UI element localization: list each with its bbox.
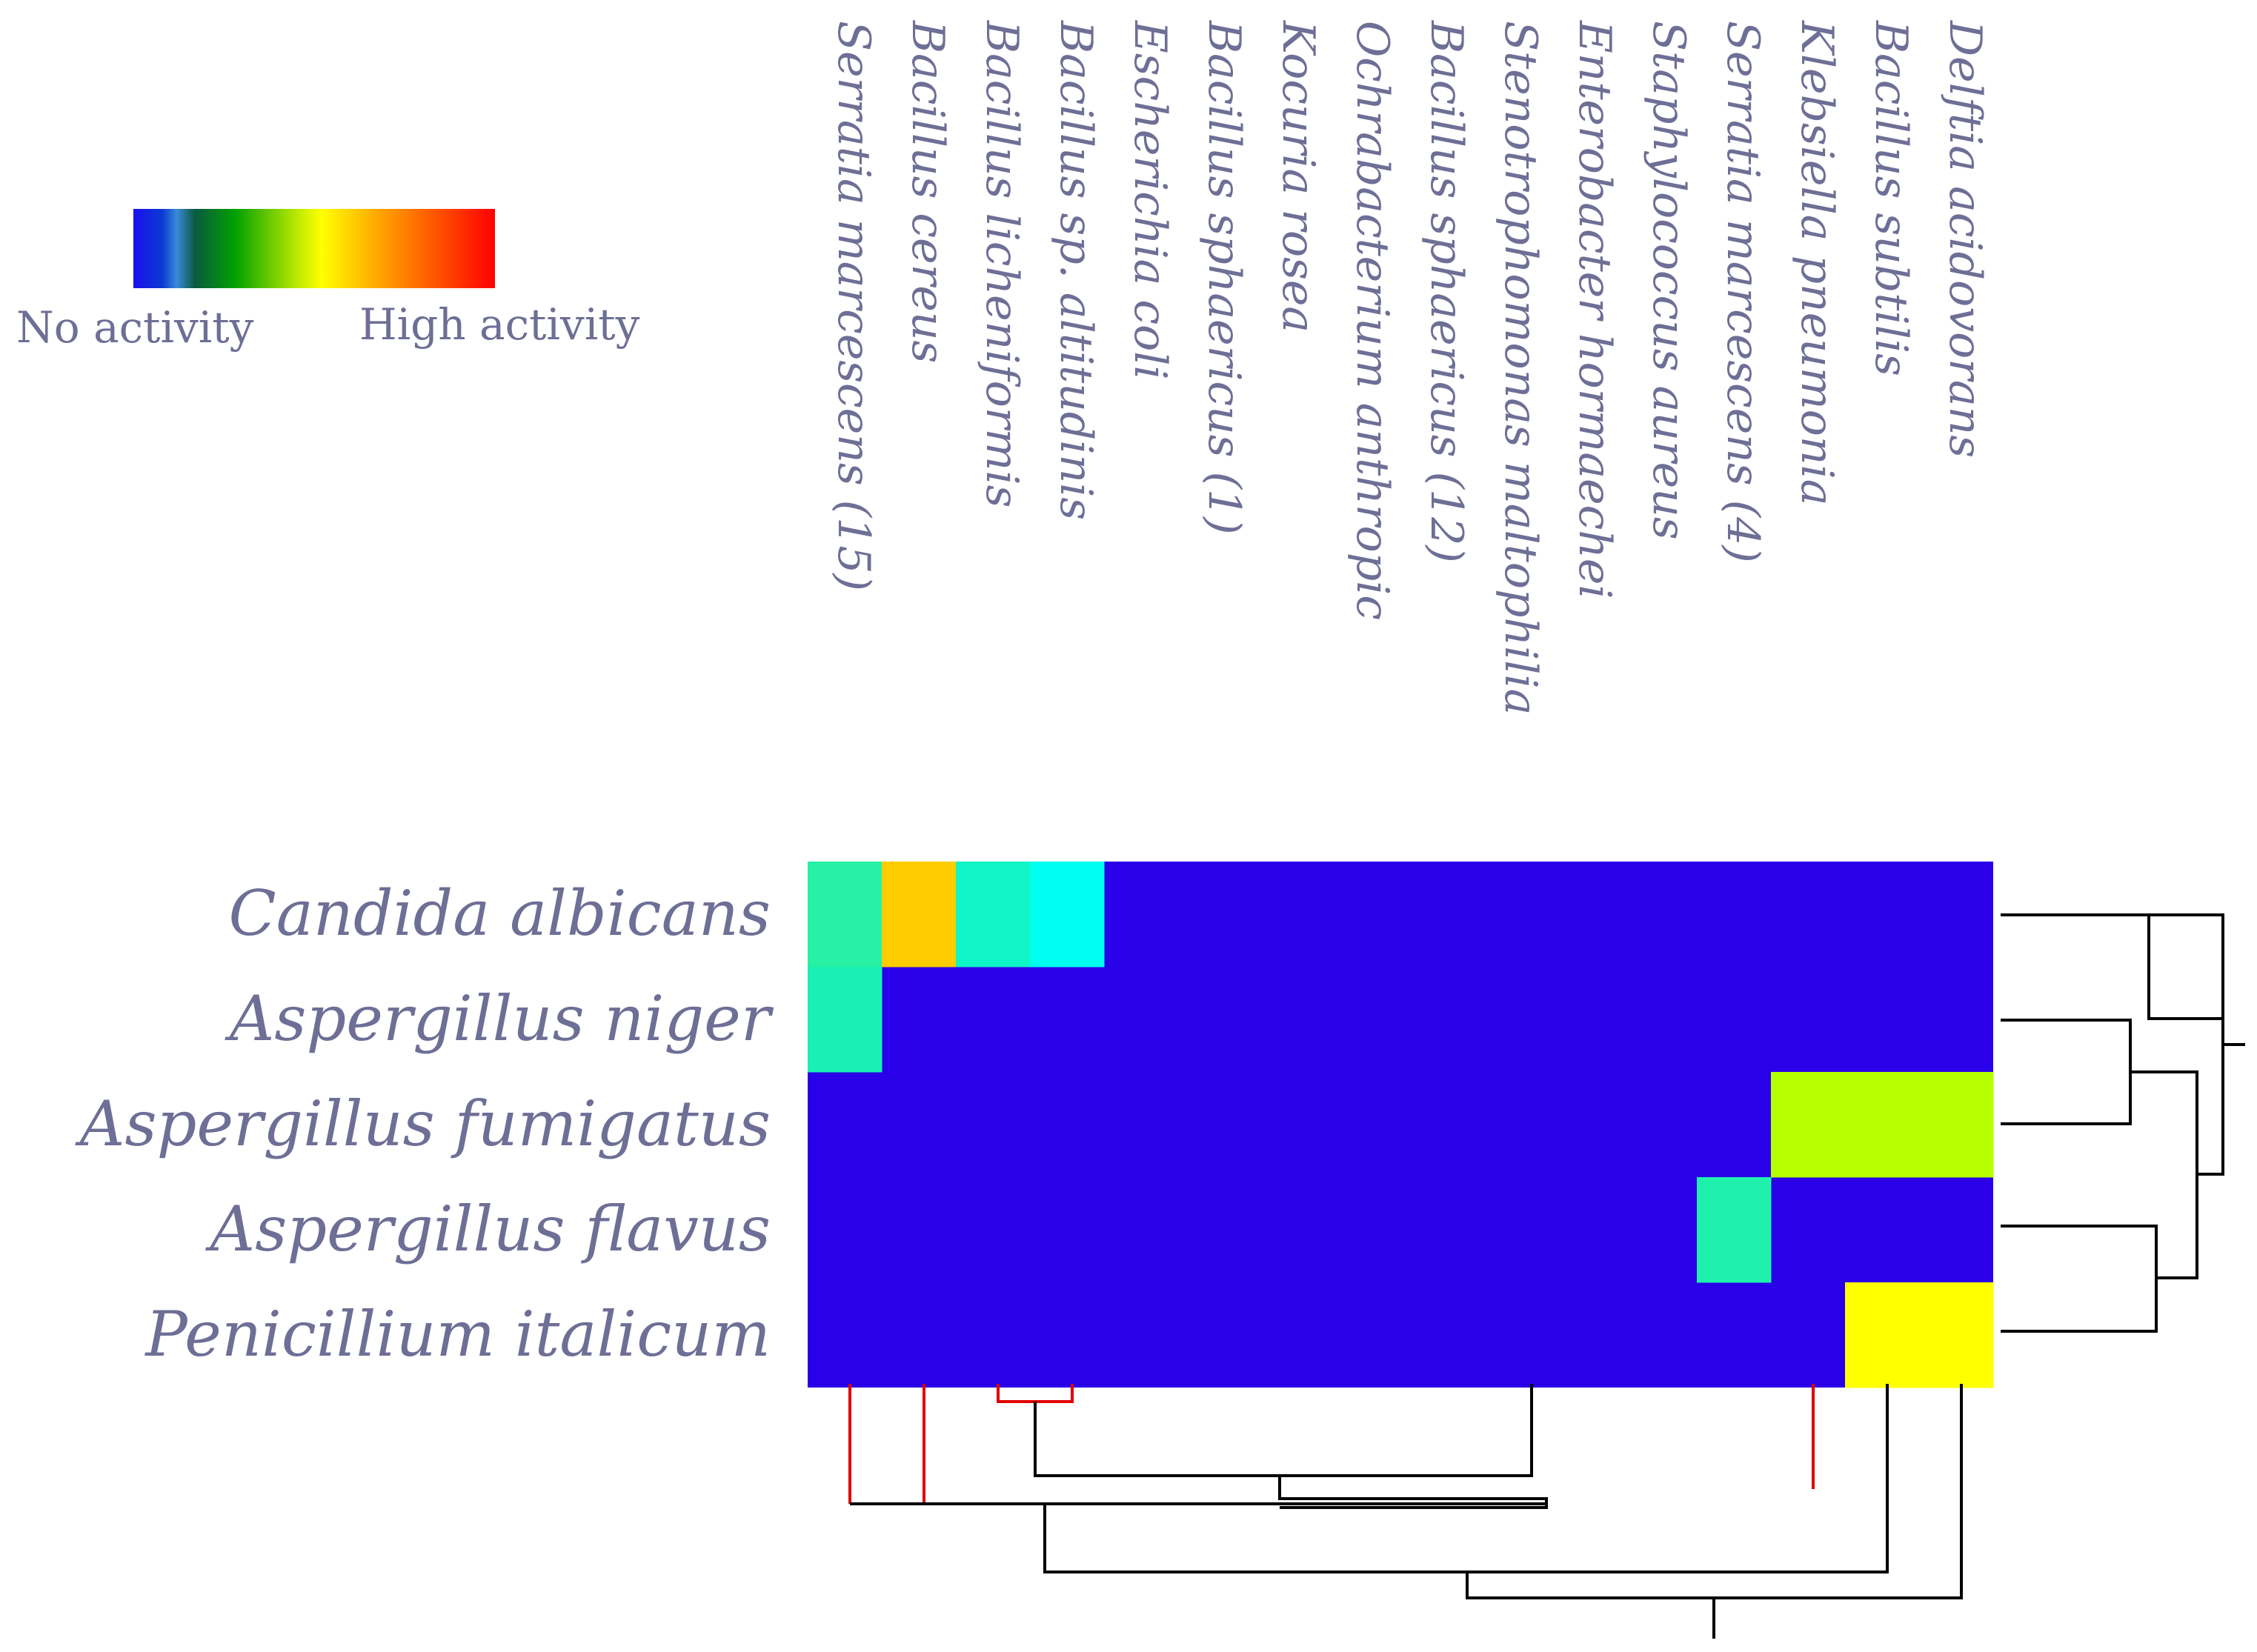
- heatmap-cell: [1771, 1072, 1846, 1178]
- row-label: Aspergillus niger: [225, 982, 774, 1055]
- heatmap-cell: [1845, 1072, 1920, 1178]
- column-dendrogram-branch: [1043, 1384, 1889, 1573]
- column-label: Serratia marcescens (4): [1717, 21, 1769, 563]
- heatmap-cell: [808, 967, 882, 1073]
- column-label: Kocuria rosea: [1272, 20, 1324, 333]
- heatmap-cell: [1845, 1282, 1920, 1388]
- row-label: Aspergillus flavus: [205, 1193, 771, 1265]
- heatmap-cell: [808, 862, 882, 967]
- column-label: Bacillus sp. altitudinis: [1050, 20, 1102, 520]
- column-label: Klebsiella pneumonia: [1791, 20, 1843, 505]
- row-label: Candida albicans: [228, 877, 771, 950]
- legend-colorbar: [133, 209, 495, 288]
- row-dendrogram: [2001, 913, 2245, 1333]
- column-dendrogram: [848, 1384, 1963, 1639]
- row-dendrogram-branch: [2001, 913, 2223, 1020]
- column-label: Bacillus sphaericus (1): [1198, 20, 1250, 535]
- row-dendrogram-branch: [2130, 1070, 2198, 1279]
- column-label: Bacillus cereus: [902, 20, 954, 363]
- column-label: Enterobacter hormaechei: [1569, 20, 1621, 599]
- row-dendrogram-branch: [2001, 1225, 2158, 1333]
- column-label: Escherichia coli: [1124, 20, 1176, 380]
- column-label: Serratia marcescens (15): [828, 21, 880, 591]
- heatmap-cell: [882, 862, 957, 967]
- column-label: Delftia acidovorans: [1939, 20, 1991, 458]
- column-label: Bacillus sphaericus (12): [1420, 20, 1472, 563]
- row-dendrogram-branch: [2001, 913, 2224, 1176]
- row-label: Penicillium italicum: [144, 1298, 771, 1370]
- heatmap-cell: [1919, 1282, 1994, 1388]
- column-dendrogram-branch: [1034, 1384, 1533, 1477]
- column-label: Bacillus licheniformis: [976, 20, 1028, 507]
- row-labels: Candida albicans Aspergillus niger Aspergi…: [75, 877, 774, 1370]
- legend: No activity High activity: [16, 209, 640, 353]
- legend-low-label: No activity: [16, 302, 254, 353]
- column-labels: Serratia marcescens (15) Bacillus cereus B…: [828, 20, 1991, 715]
- row-dendrogram-branch: [2001, 1019, 2132, 1125]
- heatmap-cell: [956, 862, 1031, 967]
- heatmap-cell: [1919, 1072, 1994, 1178]
- heatmap-cell: [1030, 862, 1105, 967]
- column-label: Ochrabacterium anthropic: [1346, 21, 1398, 620]
- legend-high-label: High activity: [359, 299, 640, 350]
- heatmap-cell: [1697, 1177, 1772, 1283]
- column-label: Bacillus subtilis: [1865, 20, 1917, 376]
- column-label: Stenotrophomonas maltophilia: [1495, 21, 1546, 715]
- row-label: Aspergillus fumigatus: [75, 1088, 771, 1160]
- column-label: Staphylococcus aureus: [1643, 21, 1695, 540]
- heatmap-cells: [808, 862, 1994, 1388]
- column-dendrogram-branch: [850, 1499, 1548, 1505]
